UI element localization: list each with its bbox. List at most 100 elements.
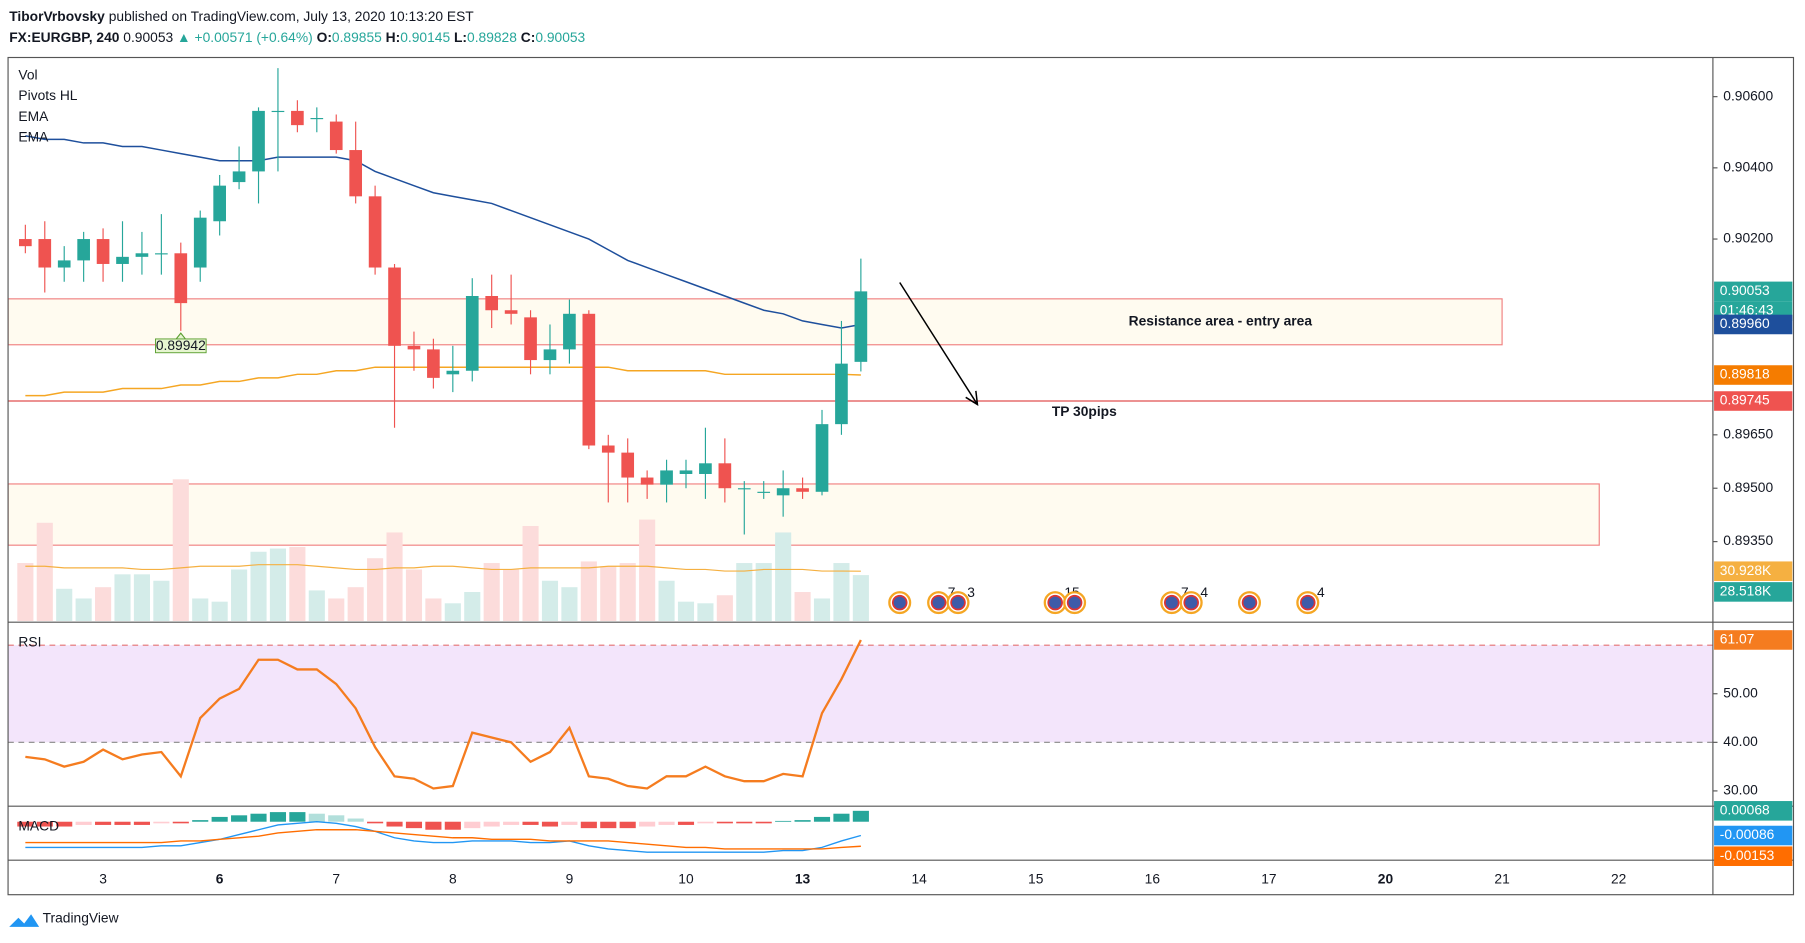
y-tick-label: 0.90400	[1723, 159, 1773, 174]
macd-bar	[114, 821, 131, 825]
macd-bar	[775, 820, 792, 822]
x-tick-label: 16	[1145, 871, 1161, 886]
macd-bar	[289, 812, 306, 822]
macd-bar	[153, 821, 170, 824]
x-tick-label: 17	[1261, 871, 1276, 886]
y-tick-label: 40.00	[1723, 734, 1758, 749]
event-count: 7	[948, 585, 956, 600]
candle-body	[19, 239, 32, 247]
macd-bar	[231, 815, 248, 822]
x-tick-label: 3	[99, 871, 107, 886]
event-flag-inner	[1183, 594, 1199, 611]
candle-body	[679, 470, 693, 474]
macd-line-tag: -0.00086	[1720, 827, 1775, 842]
pivot-pointer	[175, 332, 186, 340]
ohlc-value: 0.90145	[400, 30, 450, 45]
volume-bar	[503, 569, 520, 621]
rsi-panel	[8, 639, 1713, 790]
macd-panel	[17, 810, 869, 853]
macd-bar	[211, 816, 228, 822]
volume-bar	[289, 546, 306, 621]
macd-bar	[503, 821, 520, 825]
candle-body	[349, 150, 363, 197]
volume-bar	[852, 575, 869, 621]
x-tick-label: 13	[795, 871, 811, 886]
volume-bar	[716, 595, 733, 621]
macd-bar	[464, 821, 481, 829]
event-count: 4	[1200, 585, 1208, 600]
macd-bar	[405, 821, 423, 829]
event-count: 3	[967, 585, 975, 600]
candle-body	[563, 313, 576, 350]
x-tick-label: 22	[1611, 871, 1626, 886]
macd-bar	[386, 821, 403, 827]
event-flag-inner	[1300, 594, 1316, 611]
price-tag-box	[1714, 365, 1793, 385]
macd-bar	[755, 821, 772, 824]
volume-bar	[541, 580, 559, 621]
event-flag-inner	[930, 594, 947, 611]
macd-line-tag: -0.00153	[1720, 848, 1775, 863]
tp-label: TP 30pips	[1052, 404, 1117, 419]
volume-bar	[775, 532, 792, 621]
candle-body	[174, 253, 188, 304]
macd-bar	[697, 821, 714, 824]
macd-bar	[639, 821, 656, 827]
macd-bar	[522, 821, 539, 825]
volume-tag: 28.518K	[1720, 584, 1772, 599]
panel-title: MACD	[18, 818, 59, 833]
macd-bar	[716, 821, 733, 824]
macd-line	[25, 829, 861, 850]
x-tick-label: 8	[449, 871, 457, 886]
price-tag: 0.89818	[1720, 367, 1770, 382]
macd-bar	[56, 821, 73, 827]
indicator-name: Vol	[18, 68, 37, 83]
pivot-box	[155, 338, 207, 354]
candle-body	[621, 452, 635, 478]
panel-title: RSI	[18, 634, 41, 649]
last-price: 0.90053	[123, 30, 173, 45]
volume-bar	[522, 526, 539, 621]
event-flag-inner	[1047, 594, 1063, 611]
candle-body	[38, 239, 52, 268]
event-flag-inner	[1241, 594, 1258, 611]
x-tick-label: 6	[216, 871, 224, 886]
volume-bar	[367, 558, 384, 621]
macd-bar	[192, 820, 209, 822]
change: +0.00571 (+0.64%)	[195, 30, 313, 45]
y-tick-label: 0.90600	[1723, 88, 1773, 103]
volume-ma	[25, 564, 861, 572]
volume-tag-box	[1714, 582, 1793, 602]
price-tag-box	[1714, 314, 1793, 335]
candle-body	[252, 110, 265, 172]
macd-bar	[172, 821, 189, 824]
rsi-band	[8, 645, 1713, 743]
volume-bar	[386, 532, 403, 621]
volume-bar	[153, 580, 170, 621]
volume-bar	[56, 588, 73, 621]
volume-bar	[231, 569, 248, 621]
volume-bar	[425, 598, 442, 621]
y-tick-label: 50.00	[1723, 685, 1758, 700]
rsi-tag: 61.07	[1720, 632, 1755, 647]
volume-bar	[114, 574, 131, 621]
candle-body	[718, 463, 732, 489]
candle-body	[193, 217, 207, 268]
volume-bar	[697, 603, 714, 621]
price-tag-box	[1714, 281, 1793, 302]
event-flag-inner	[1066, 594, 1083, 611]
macd-bar	[308, 813, 325, 822]
candle-body	[291, 110, 304, 126]
price-panel: 0.89942	[8, 68, 1713, 621]
publisher: TiborVrbovsky	[9, 9, 105, 24]
candle-body	[524, 317, 537, 361]
macd-bar	[328, 815, 345, 822]
candle-body	[504, 310, 518, 314]
volume-bar	[328, 598, 345, 621]
macd-bar	[852, 810, 869, 822]
x-tick-label: 7	[332, 871, 340, 886]
ema-line	[25, 135, 862, 329]
macd-bar	[736, 821, 753, 824]
candle-body	[796, 488, 809, 492]
